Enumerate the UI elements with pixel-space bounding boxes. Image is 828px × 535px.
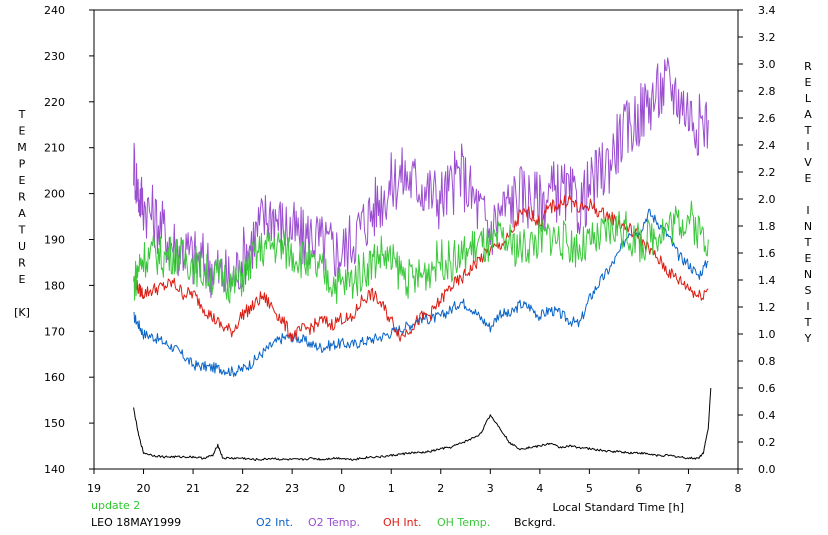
station-annotation: LEO 18MAY1999 [91, 516, 181, 529]
y-left-tick-label: 150 [44, 417, 65, 430]
x-tick-label: 21 [186, 482, 200, 495]
y-right-label-char: N [804, 268, 812, 281]
series-line-bckgrd [133, 387, 712, 461]
update-annotation: update 2 [91, 499, 140, 512]
y-left-label-char: [K] [14, 306, 30, 319]
y-right-label-char: I [806, 300, 809, 313]
y-left-label-char: P [19, 158, 26, 171]
y-right-label-char: T [804, 236, 812, 249]
y-right-tick-label: 2.2 [758, 166, 776, 179]
x-axis-label: Local Standard Time [h] [552, 501, 684, 514]
x-tick-label: 2 [437, 482, 444, 495]
y-right-tick-label: 2.8 [758, 85, 776, 98]
y-left-label-char: E [19, 125, 26, 138]
y-right-tick-label: 0.8 [758, 355, 776, 368]
y-right-tick-label: 3.0 [758, 58, 776, 71]
legend-item: OH Temp. [437, 516, 490, 529]
y-left-label-char: T [18, 224, 26, 237]
y-right-label-char: E [805, 252, 812, 265]
x-tick-label: 6 [635, 482, 642, 495]
legend-item: O2 Temp. [308, 516, 360, 529]
y-right-label-char: A [804, 108, 812, 121]
x-tick-label: 5 [586, 482, 593, 495]
y-left-label-char: R [18, 191, 26, 204]
y-right-label-char: T [804, 124, 812, 137]
y-right-tick-label: 1.2 [758, 301, 776, 314]
series-line-oh-temp [133, 200, 709, 304]
x-tick-label: 19 [87, 482, 101, 495]
y-right-label-char: T [804, 316, 812, 329]
legend-item: Bckgrd. [514, 516, 556, 529]
y-right-label-char: S [805, 284, 812, 297]
y-left-tick-label: 160 [44, 371, 65, 384]
y-right-label-char: R [804, 60, 812, 73]
y-left-tick-label: 140 [44, 463, 65, 476]
legend-item: O2 Int. [256, 516, 293, 529]
x-tick-label: 7 [685, 482, 692, 495]
y-left-label-char: E [19, 273, 26, 286]
y-right-label-char: Y [804, 332, 812, 345]
y-right-tick-label: 0.6 [758, 382, 776, 395]
y-right-tick-label: 3.4 [758, 4, 776, 17]
y-left-tick-label: 230 [44, 50, 65, 63]
y-left-tick-label: 210 [44, 142, 65, 155]
y-right-tick-label: 2.4 [758, 139, 776, 152]
y-left-label-char: A [18, 207, 26, 220]
y-left-axis-ticks: 140 150 160 170 180 190 200 210 220 230 240 [44, 4, 94, 476]
y-right-tick-label: 0.4 [758, 409, 776, 422]
y-left-tick-label: 190 [44, 234, 65, 247]
y-right-label-char: L [805, 92, 812, 105]
legend: O2 Int. O2 Temp. OH Int. OH Temp. Bckgrd. [256, 516, 556, 529]
y-left-label-char: U [18, 240, 26, 253]
y-right-label-char: I [806, 140, 809, 153]
y-right-tick-label: 1.4 [758, 274, 776, 287]
x-tick-label: 3 [487, 482, 494, 495]
x-tick-label: 23 [285, 482, 299, 495]
y-right-label-char: V [804, 156, 812, 169]
y-left-tick-label: 240 [44, 4, 65, 17]
y-right-tick-label: 0.0 [758, 463, 776, 476]
y-right-tick-label: 1.8 [758, 220, 776, 233]
y-right-tick-label: 1.6 [758, 247, 776, 260]
x-axis-ticks: 19 20 21 22 23 0 1 2 3 4 5 6 7 8 [87, 469, 742, 495]
y-left-tick-label: 220 [44, 96, 65, 109]
y-right-tick-label: 3.2 [758, 31, 776, 44]
y-right-axis-ticks: 0.0 0.2 0.4 0.6 0.8 1.0 1.2 1.4 1.6 1.8 2.0 2.2 2.4 2… [738, 4, 776, 476]
y-right-tick-label: 1.0 [758, 328, 776, 341]
y-left-label-char: M [17, 141, 27, 154]
y-left-tick-label: 200 [44, 188, 65, 201]
series-line-o2-int [133, 208, 709, 377]
y-right-tick-label: 2.6 [758, 112, 776, 125]
y-right-label-char: N [804, 220, 812, 233]
series-layer [133, 57, 712, 461]
x-tick-label: 20 [137, 482, 151, 495]
legend-item: OH Int. [383, 516, 421, 529]
x-tick-label: 8 [735, 482, 742, 495]
x-tick-label: 0 [338, 482, 345, 495]
y-right-label-char: E [805, 76, 812, 89]
y-right-tick-label: 2.0 [758, 193, 776, 206]
y-right-label-char: E [805, 172, 812, 185]
x-tick-label: 4 [536, 482, 543, 495]
y-left-label-char: T [18, 108, 26, 121]
x-tick-label: 1 [388, 482, 395, 495]
y-left-tick-label: 180 [44, 279, 65, 292]
x-tick-label: 22 [236, 482, 250, 495]
y-left-label-char: E [19, 174, 26, 187]
y-left-label-char: R [18, 257, 26, 270]
y-left-tick-label: 170 [44, 325, 65, 338]
y-right-tick-label: 0.2 [758, 436, 776, 449]
y-right-label-char: I [806, 204, 809, 217]
